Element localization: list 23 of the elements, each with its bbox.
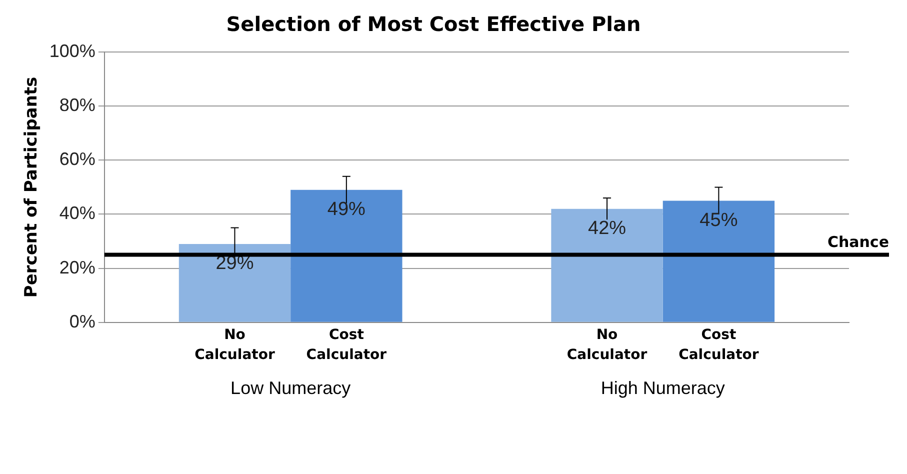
bar (551, 208, 663, 322)
text: Cost Calculator (678, 327, 759, 364)
data-label: 29% (216, 253, 254, 274)
bar (662, 200, 775, 322)
text: No Calculator (566, 327, 648, 364)
bar (290, 190, 402, 322)
y-axis-title: Percent of Participants (22, 76, 42, 298)
y-tick-label: 80% (59, 95, 96, 116)
y-tick-label: 60% (59, 149, 96, 170)
series-label: Cost Calculator (306, 327, 387, 364)
x-tick-label: Low Numeracy (230, 378, 351, 398)
data-label: 42% (588, 218, 626, 240)
chart-title: Selection of Most Cost Effective Plan (226, 12, 641, 36)
y-tick-label: 20% (59, 257, 96, 278)
series-label: No Calculator (194, 327, 275, 364)
bar (178, 244, 291, 322)
ref-line-label: Chance (827, 233, 889, 252)
y-tick-label: 0% (69, 311, 96, 332)
data-label: 45% (700, 210, 738, 231)
y-tick-label: 100% (49, 40, 96, 61)
data-label: 49% (327, 199, 366, 220)
x-tick-label: High Numeracy (600, 378, 725, 398)
y-tick-label: 40% (59, 203, 96, 224)
